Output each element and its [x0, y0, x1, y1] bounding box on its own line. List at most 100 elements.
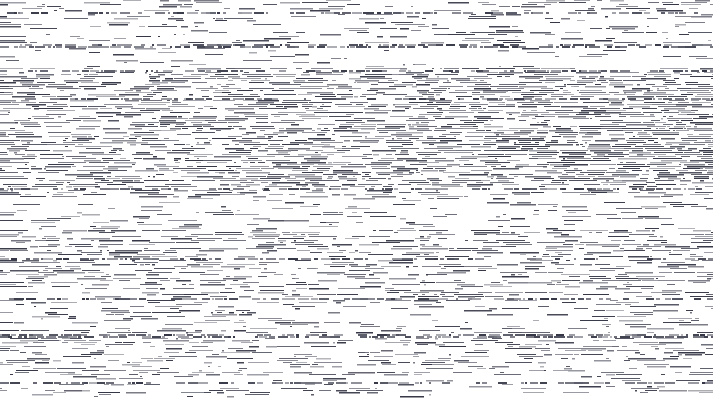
- scan-streak: [31, 12, 39, 14]
- scan-streak: [250, 148, 258, 149]
- scan-streak: [695, 192, 713, 193]
- scan-streak: [210, 128, 231, 130]
- scan-streak: [698, 86, 713, 87]
- scan-streak: [145, 264, 150, 265]
- scan-streak: [339, 178, 357, 180]
- scan-streak: [133, 256, 150, 258]
- scan-streak: [0, 168, 2, 170]
- scan-streak: [503, 242, 530, 243]
- scan-streak: [31, 220, 60, 221]
- scan-streak: [140, 110, 160, 111]
- scan-streak: [0, 86, 9, 87]
- scan-streak: [21, 388, 28, 389]
- scan-streak: [616, 208, 642, 209]
- scan-streak: [388, 178, 391, 180]
- scan-streak: [658, 280, 685, 281]
- scan-streak: [383, 186, 392, 187]
- scan-streak: [191, 234, 213, 235]
- scan-streak: [661, 160, 687, 162]
- scan-streak: [381, 362, 391, 364]
- scan-streak: [625, 382, 635, 384]
- scan-streak: [370, 216, 396, 217]
- scan-streak: [547, 70, 549, 72]
- scan-streak: [506, 244, 532, 245]
- scan-streak: [499, 72, 523, 74]
- scan-streak: [122, 178, 142, 179]
- scan-streak: [88, 12, 98, 14]
- scan-streak: [164, 334, 172, 336]
- scan-streak: [489, 308, 497, 310]
- scan-streak: [485, 162, 510, 163]
- scan-streak: [705, 140, 711, 142]
- scan-streak: [551, 182, 561, 183]
- scan-streak: [116, 60, 138, 62]
- scan-streak: [185, 70, 194, 72]
- scan-streak: [440, 140, 462, 142]
- scan-streak: [0, 220, 23, 221]
- scan-streak: [604, 334, 610, 336]
- scan-streak: [584, 258, 595, 260]
- scan-streak: [265, 78, 267, 80]
- scan-streak: [650, 162, 672, 164]
- scan-streak: [582, 136, 593, 138]
- scan-streak: [283, 362, 292, 363]
- scan-streak: [301, 74, 310, 76]
- scan-streak: [691, 110, 698, 111]
- scan-streak: [46, 170, 68, 171]
- scan-streak: [635, 352, 640, 354]
- scan-streak: [632, 334, 637, 336]
- scan-streak: [391, 148, 419, 149]
- scan-streak: [205, 72, 221, 73]
- scan-streak: [64, 80, 93, 82]
- scan-streak: [667, 264, 696, 266]
- scan-streak: [590, 106, 605, 107]
- scan-streak: [204, 106, 213, 107]
- scan-streak: [391, 298, 395, 300]
- scan-streak: [337, 246, 340, 247]
- scan-streak: [20, 196, 46, 197]
- scan-streak: [0, 390, 7, 391]
- scan-streak: [697, 272, 713, 273]
- scan-streak: [185, 352, 196, 353]
- scan-streak: [610, 300, 618, 301]
- scan-streak: [187, 198, 213, 199]
- scan-streak: [296, 184, 308, 186]
- scan-streak: [244, 290, 254, 291]
- scan-streak: [372, 196, 396, 198]
- scan-streak: [663, 116, 666, 117]
- scan-streak: [594, 152, 623, 154]
- scan-streak: [27, 94, 50, 95]
- scan-streak: [32, 116, 49, 117]
- scan-streak: [644, 74, 647, 75]
- scan-streak: [699, 150, 713, 152]
- scan-streak: [690, 194, 709, 195]
- scan-streak: [398, 184, 411, 185]
- scan-streak: [402, 180, 426, 181]
- scan-streak: [268, 136, 273, 138]
- scan-streak: [691, 100, 699, 101]
- scan-streak: [675, 372, 682, 373]
- scan-streak: [374, 68, 400, 69]
- scan-streak: [703, 148, 711, 149]
- scan-streak: [374, 110, 391, 111]
- scan-streak: [141, 44, 145, 46]
- scan-streak: [689, 8, 698, 9]
- scan-streak: [228, 136, 242, 137]
- scan-streak: [192, 372, 214, 373]
- scan-streak: [220, 180, 247, 181]
- scan-streak: [60, 374, 82, 375]
- scan-streak: [496, 30, 523, 32]
- scan-streak: [0, 122, 15, 124]
- scan-streak: [507, 118, 515, 120]
- scan-streak: [296, 12, 305, 14]
- scan-streak: [95, 182, 113, 183]
- scan-streak: [228, 238, 237, 239]
- scan-streak: [697, 72, 700, 73]
- scan-streak: [0, 300, 23, 301]
- scan-streak: [711, 278, 713, 279]
- scan-streak: [632, 336, 641, 338]
- scan-streak: [688, 266, 704, 268]
- scan-streak: [225, 148, 244, 150]
- scan-streak: [523, 166, 543, 167]
- scan-streak: [496, 32, 524, 33]
